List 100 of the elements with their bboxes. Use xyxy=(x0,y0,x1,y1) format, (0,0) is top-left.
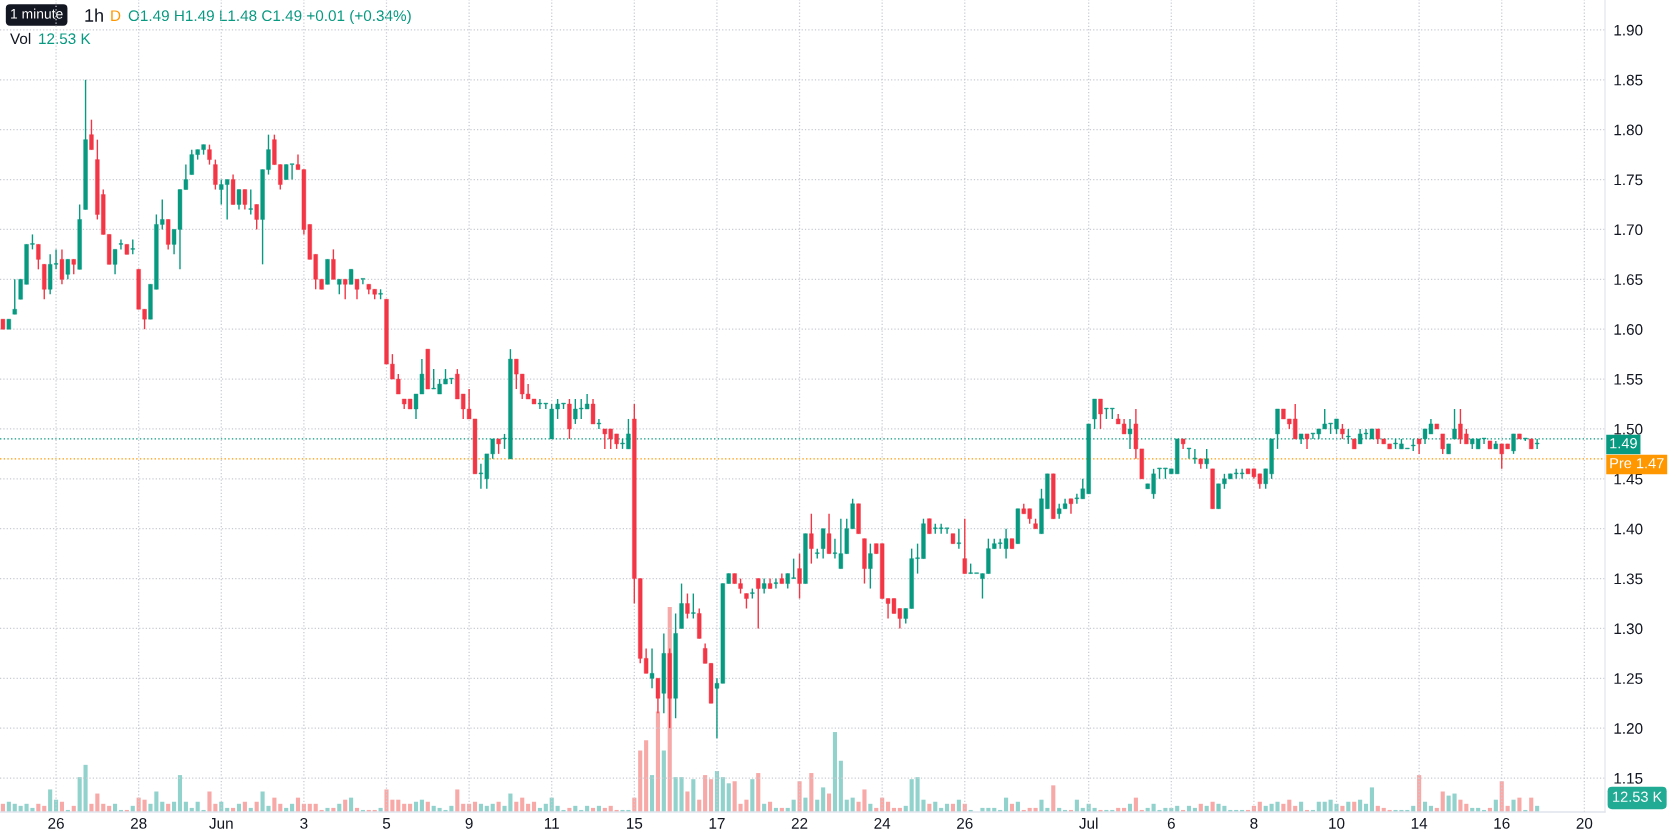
y-tick-label: 1.30 xyxy=(1614,623,1643,635)
y-tick-label: 1.50 xyxy=(1614,423,1643,435)
annotation: D xyxy=(111,10,121,21)
candlestick xyxy=(685,592,690,620)
bar xyxy=(726,783,731,812)
x-tick-label: 3 xyxy=(300,817,308,829)
x-tick-label: 6 xyxy=(1167,817,1175,829)
candlestick xyxy=(236,188,242,211)
bar xyxy=(750,779,755,812)
y-tick-label: 1.45 xyxy=(1614,473,1643,485)
x-tick-label: 24 xyxy=(874,817,891,829)
bar xyxy=(756,773,761,812)
chart-title: 1h xyxy=(85,8,103,22)
bar xyxy=(708,779,714,812)
y-tick-label: 1.20 xyxy=(1614,723,1643,734)
candlestick xyxy=(242,188,248,211)
x-tick-label: 14 xyxy=(1411,818,1428,829)
candlestick xyxy=(254,203,259,231)
annotation: O1.49 H1.49 L1.48 C1.49 +0.01 (+0.34%) xyxy=(128,9,411,25)
x-tick-label: 15 xyxy=(627,818,643,829)
candlestick xyxy=(868,542,873,590)
candlestick xyxy=(1204,448,1209,470)
bar xyxy=(661,750,666,812)
x-tick-label: 17 xyxy=(709,818,725,829)
y-tick-label: 1.25 xyxy=(1614,673,1643,685)
bar xyxy=(455,789,460,812)
x-tick-label: 10 xyxy=(1329,817,1345,829)
ref-line-label: 1.49 xyxy=(1610,438,1637,449)
candlestick xyxy=(1192,448,1198,465)
candlestick xyxy=(248,188,253,216)
annotation: 1 minute xyxy=(11,8,63,19)
candlestick xyxy=(89,119,94,151)
x-tick-label: Jul xyxy=(1079,817,1098,829)
bar xyxy=(644,740,649,812)
x-tick-label: Jun xyxy=(209,818,233,829)
y-tick-label: 1.40 xyxy=(1614,523,1643,535)
bar xyxy=(720,777,725,812)
y-tick-label: 1.15 xyxy=(1614,773,1643,784)
x-tick-label: 20 xyxy=(1576,817,1593,829)
candlestick xyxy=(112,248,118,276)
x-tick-label: 9 xyxy=(465,817,473,829)
candlestick xyxy=(360,278,366,285)
x-tick-label: 26 xyxy=(48,817,64,829)
x-tick-label: 26 xyxy=(957,817,973,829)
candlestick xyxy=(821,528,826,560)
annotation: 12.53 K xyxy=(39,33,91,45)
x-tick-label: 11 xyxy=(544,818,559,829)
bar xyxy=(803,797,808,812)
x-tick-label: 5 xyxy=(382,818,391,829)
y-tick-label: 1.65 xyxy=(1614,274,1643,285)
candlestick xyxy=(826,513,832,555)
candlestick xyxy=(331,248,336,281)
bar xyxy=(832,732,838,812)
y-tick-label: 1.90 xyxy=(1614,24,1643,36)
bar xyxy=(685,791,690,812)
y-tick-label: 1.75 xyxy=(1614,174,1643,186)
bar xyxy=(649,775,655,812)
bar xyxy=(703,775,708,812)
y-tick-label: 1.55 xyxy=(1614,374,1643,385)
y-tick-label: 1.80 xyxy=(1614,124,1643,136)
bar xyxy=(48,789,53,812)
candlestick xyxy=(1068,498,1074,515)
x-tick-label: 28 xyxy=(130,817,147,829)
bar xyxy=(1517,797,1522,812)
candlestick xyxy=(12,278,17,315)
candlestick xyxy=(590,398,596,425)
text: 12.53 K xyxy=(1613,791,1663,802)
bar xyxy=(691,779,696,812)
candlestick xyxy=(118,238,124,251)
candlestick xyxy=(756,577,761,630)
annotation: Vol xyxy=(10,32,31,45)
candlestick xyxy=(207,143,212,166)
candlestick xyxy=(354,278,360,300)
bar xyxy=(809,773,814,812)
x-tick-label: 22 xyxy=(791,817,808,829)
y-tick-label: 1.60 xyxy=(1614,324,1643,335)
bar xyxy=(1051,785,1056,812)
candlestick xyxy=(1440,433,1445,455)
y-tick-label: 1.35 xyxy=(1614,573,1643,585)
bar xyxy=(797,781,802,812)
candlestick xyxy=(649,647,655,689)
y-tick-label: 1.70 xyxy=(1614,224,1643,236)
candlestick xyxy=(36,243,41,271)
candlestick xyxy=(65,258,71,281)
candlestick xyxy=(809,513,814,565)
x-tick-label: 8 xyxy=(1250,817,1258,829)
candlestick xyxy=(596,418,602,430)
bar xyxy=(1511,799,1516,812)
bar xyxy=(638,750,643,812)
bar xyxy=(838,760,843,812)
candlestick xyxy=(773,577,779,590)
y-tick-label: 1.85 xyxy=(1614,74,1643,86)
bar xyxy=(821,787,826,812)
candlestick xyxy=(1098,398,1103,430)
candlestick xyxy=(797,552,802,600)
candlestick xyxy=(962,518,967,575)
candlestick xyxy=(956,528,962,550)
candlestick xyxy=(213,158,218,191)
candlestick xyxy=(691,592,696,620)
candlestick xyxy=(343,278,348,300)
